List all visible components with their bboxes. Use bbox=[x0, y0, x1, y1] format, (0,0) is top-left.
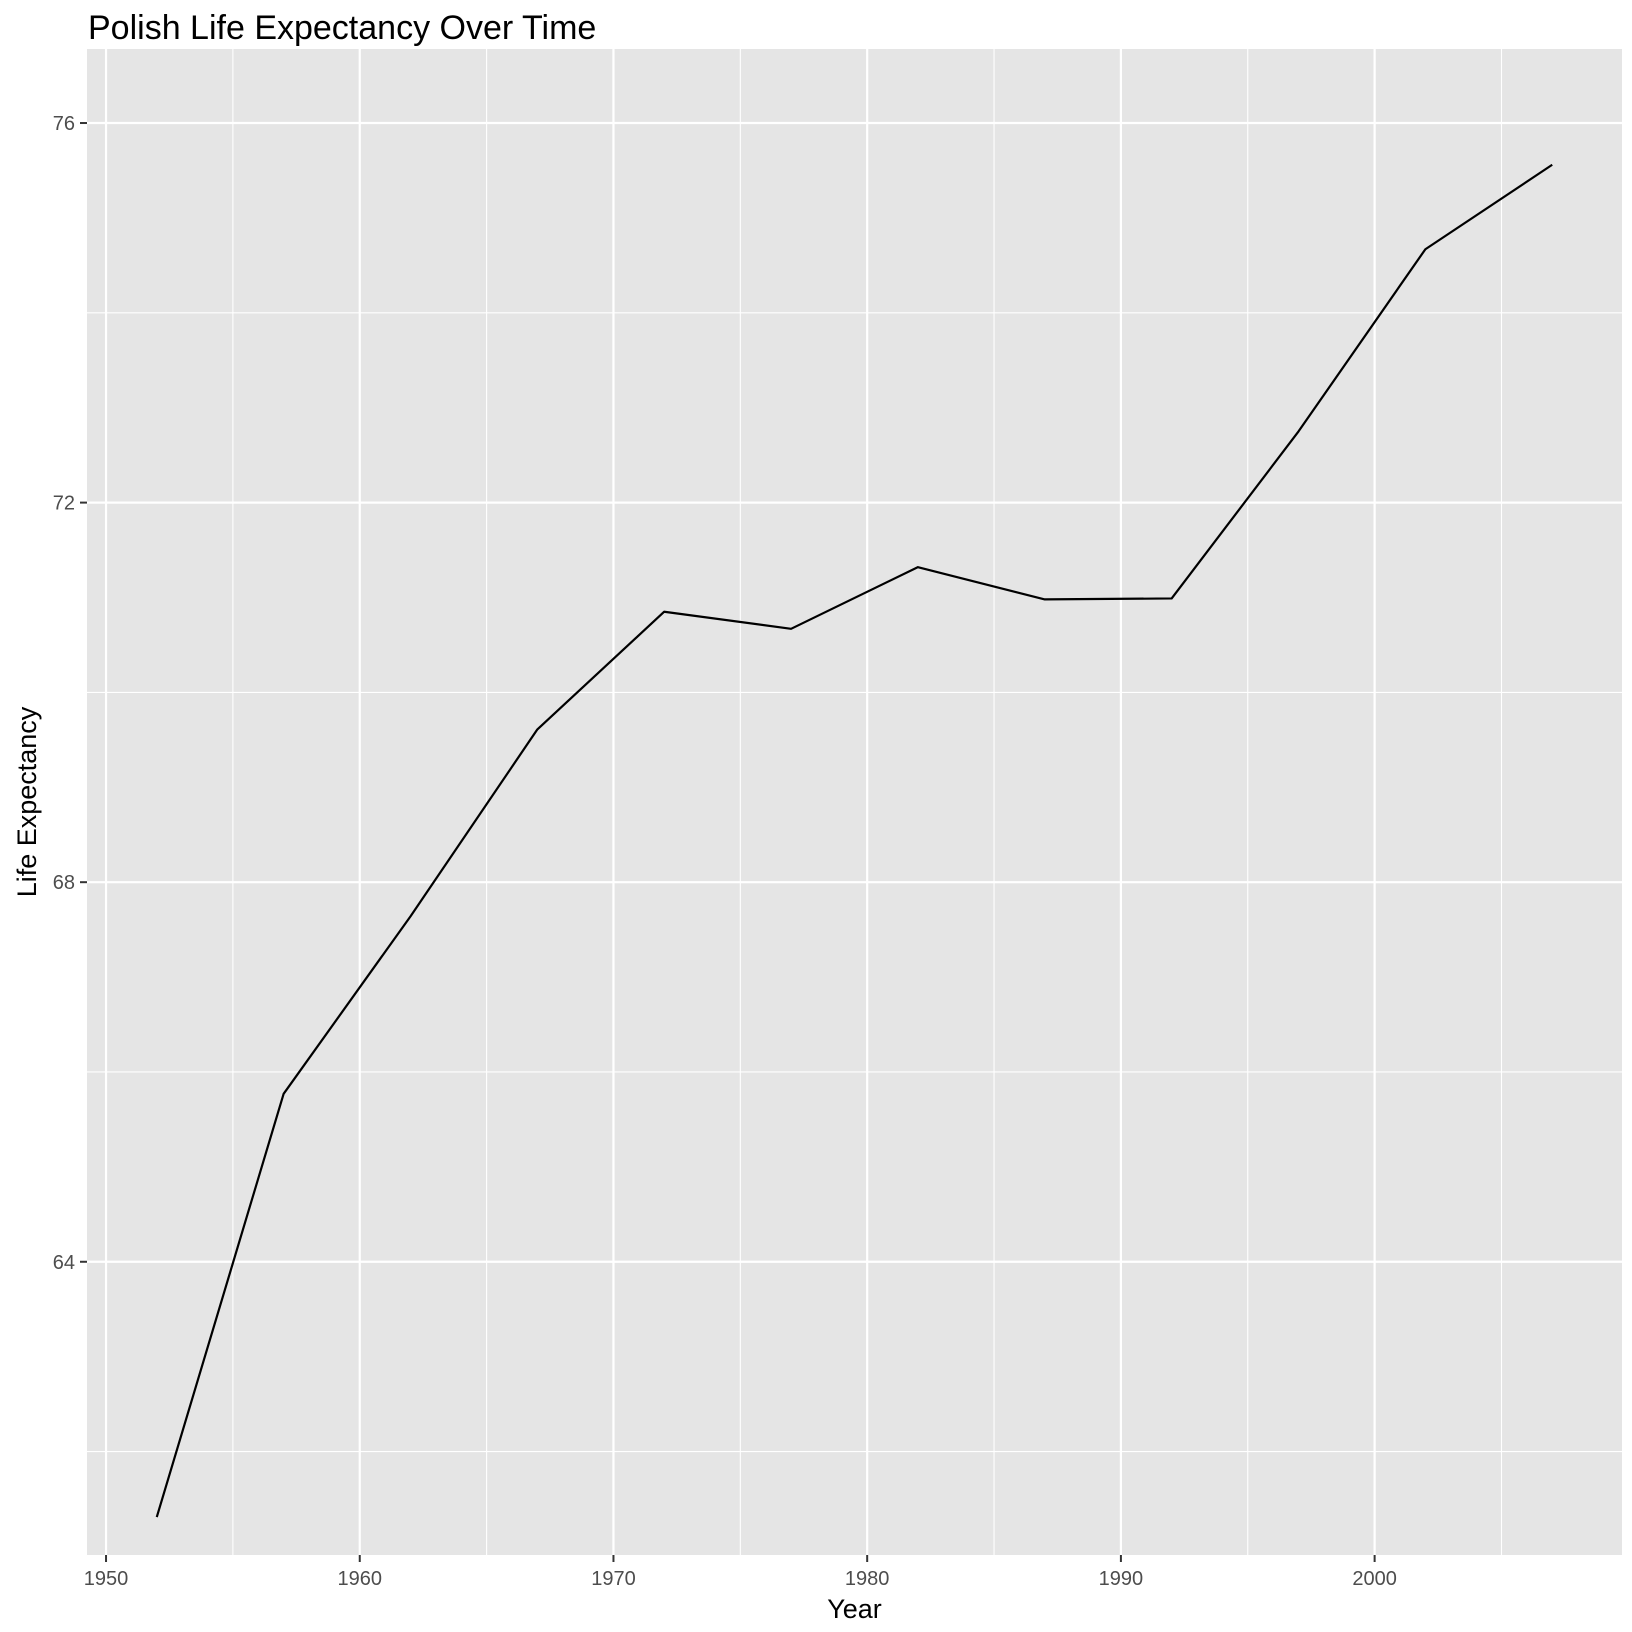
major-gridlines bbox=[87, 49, 1622, 1555]
x-tick-label: 1990 bbox=[1099, 1568, 1144, 1590]
plot-panel bbox=[87, 49, 1622, 1555]
y-axis-title: Life Expectancy bbox=[12, 706, 42, 897]
x-tick-label: 1980 bbox=[845, 1568, 890, 1590]
y-tick-label: 68 bbox=[53, 872, 75, 894]
axis-ticks bbox=[80, 122, 1376, 1562]
x-tick-label: 1950 bbox=[84, 1568, 129, 1590]
y-tick-label: 64 bbox=[53, 1252, 75, 1274]
series-line bbox=[155, 163, 1553, 1518]
x-tick-label: 2000 bbox=[1352, 1568, 1397, 1590]
y-tick-label: 76 bbox=[53, 113, 75, 135]
tick-labels: 1950 1960 1970 1980 1990 2000 64 68 72 76 bbox=[53, 113, 1397, 1590]
series-layer bbox=[155, 163, 1553, 1518]
x-tick-label: 1960 bbox=[337, 1568, 382, 1590]
chart-title: Polish Life Expectancy Over Time bbox=[88, 9, 596, 47]
x-axis-title: Year bbox=[827, 1594, 882, 1624]
x-tick-label: 1970 bbox=[591, 1568, 636, 1590]
y-tick-label: 72 bbox=[53, 493, 75, 515]
minor-gridlines bbox=[87, 49, 1622, 1555]
